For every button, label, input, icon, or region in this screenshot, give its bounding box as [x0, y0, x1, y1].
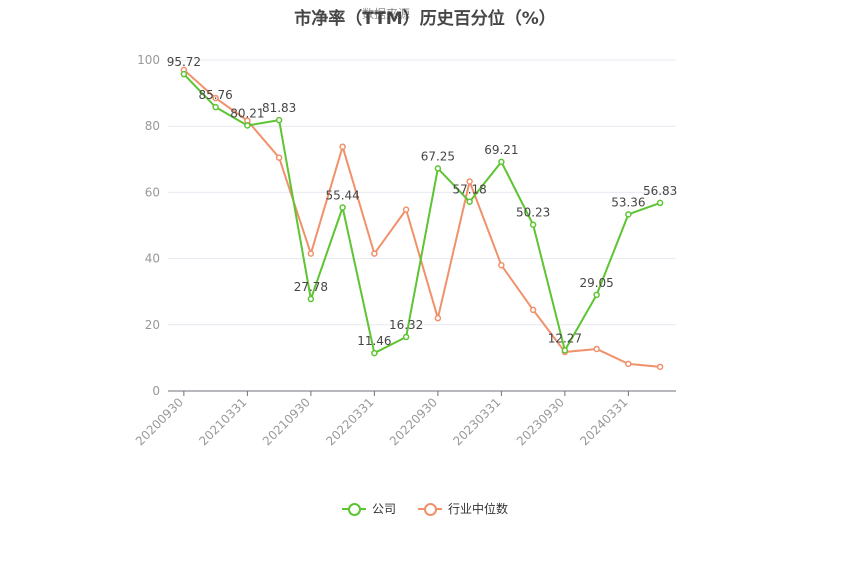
legend-industry-label: 行业中位数	[448, 502, 509, 516]
legend: 公司 行业中位数	[0, 500, 850, 517]
company-data-label: 12.27	[548, 331, 582, 345]
legend-company-marker-icon	[341, 502, 366, 516]
legend-item-industry-median[interactable]: 行业中位数	[418, 500, 508, 517]
company-data-label: 11.46	[357, 334, 391, 348]
x-tick-label: 20240331	[577, 395, 630, 448]
industry-data-point	[498, 261, 505, 269]
industry-data-point	[402, 206, 410, 213]
legend-item-company[interactable]: 公司	[341, 500, 396, 517]
company-data-point	[212, 103, 219, 111]
industry-data-point	[339, 143, 346, 150]
y-tick-label: 40	[145, 252, 160, 266]
industry-data-point	[434, 314, 442, 322]
industry-data-point	[529, 306, 537, 314]
legend-industry-marker-icon	[418, 502, 442, 516]
industry-data-point	[371, 250, 378, 257]
company-data-point	[498, 158, 505, 166]
company-data-label: 16.32	[389, 318, 423, 332]
x-tick-label: 20230930	[514, 395, 567, 448]
company-data-label: 67.25	[421, 149, 455, 163]
industry-data-point	[212, 94, 219, 102]
company-data-point	[466, 198, 473, 205]
company-data-point	[244, 122, 251, 129]
company-data-point	[339, 204, 346, 211]
x-tick-label: 20210930	[260, 395, 313, 448]
company-data-label: 29.05	[579, 276, 613, 290]
company-data-point	[180, 70, 188, 78]
company-data-label: 85.76	[198, 88, 232, 102]
company-data-label: 80.21	[230, 107, 264, 121]
x-tick-label: 20230331	[450, 395, 503, 448]
company-data-label: 55.44	[325, 188, 359, 202]
company-data-label: 95.72	[167, 55, 201, 69]
company-data-label: 27.78	[294, 280, 328, 294]
industry-data-point	[275, 154, 283, 161]
watermark-text: 数据来源	[362, 7, 411, 21]
company-data-point	[402, 333, 410, 341]
legend-company-label: 公司	[371, 502, 396, 516]
company-data-point	[656, 199, 664, 207]
company-data-point	[529, 221, 537, 228]
company-data-label: 56.83	[643, 184, 677, 198]
company-data-label: 53.36	[611, 195, 645, 209]
y-tick-label: 100	[137, 53, 160, 67]
x-tick-label: 20220930	[387, 395, 440, 448]
company-data-point	[371, 349, 378, 357]
company-data-point	[434, 165, 442, 172]
company-data-label: 50.23	[516, 206, 550, 220]
industry-data-point	[466, 178, 473, 185]
company-data-label: 57.18	[452, 183, 486, 197]
y-tick-label: 60	[145, 185, 160, 199]
company-data-point	[307, 295, 315, 303]
y-tick-label: 0	[152, 384, 160, 398]
company-data-label: 69.21	[484, 143, 518, 157]
chart-title: 市净率（TTM）历史百分位（%）	[294, 9, 556, 29]
company-data-point	[275, 116, 283, 124]
industry-data-point	[656, 363, 664, 371]
industry-series-line	[183, 69, 661, 368]
industry-data-point	[307, 250, 315, 257]
company-data-label: 81.83	[262, 101, 296, 115]
company-data-point	[593, 291, 600, 299]
company-data-point	[561, 347, 569, 354]
x-tick-label: 20200930	[133, 395, 186, 448]
x-tick-label: 20220331	[323, 395, 376, 448]
x-tick-label: 20210331	[196, 395, 249, 448]
company-data-point	[625, 211, 632, 218]
industry-data-point	[625, 360, 632, 368]
industry-data-point	[593, 345, 600, 353]
company-series-line	[183, 73, 661, 355]
y-tick-label: 20	[145, 318, 160, 332]
y-tick-label: 80	[145, 119, 160, 133]
